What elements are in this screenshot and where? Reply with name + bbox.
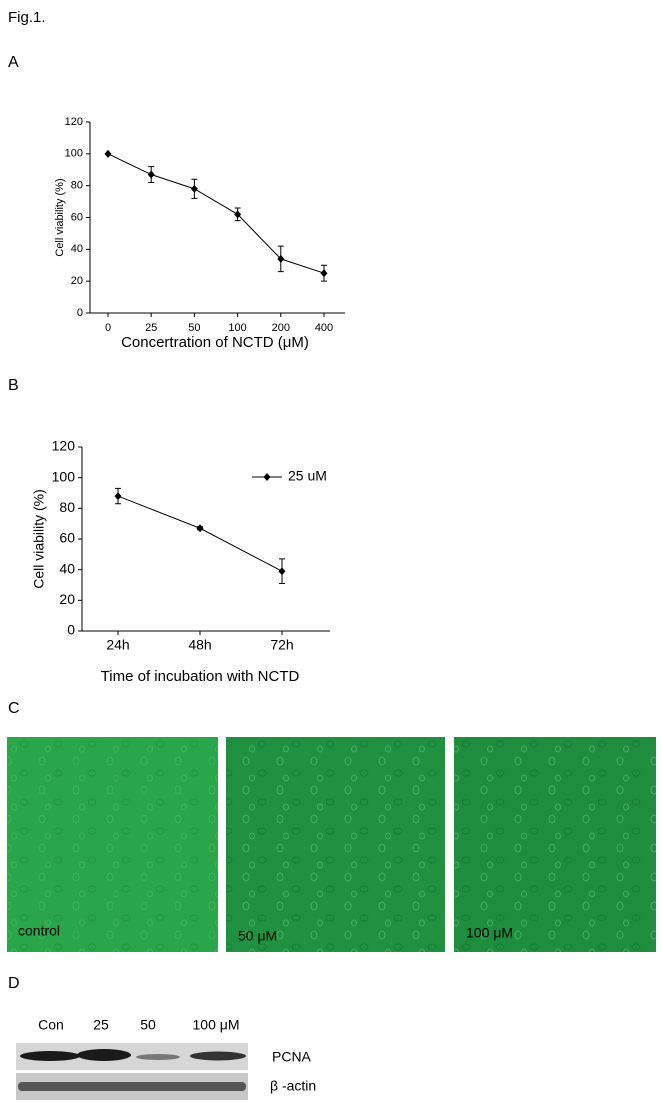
x-tick-label: 50: [188, 322, 200, 334]
micrograph-label: control: [18, 923, 60, 939]
blot-row-label: β -actin: [270, 1078, 316, 1094]
blot-row-label: PCNA: [272, 1049, 312, 1065]
figure-label: Fig.1.: [8, 9, 46, 26]
data-point: [277, 254, 285, 263]
data-point: [104, 149, 112, 158]
y-tick-label: 20: [59, 591, 75, 607]
y-tick-label: 120: [65, 116, 83, 128]
blot-strip: [16, 1043, 248, 1070]
lane-label: Con: [38, 1017, 64, 1033]
panel-label: B: [8, 377, 19, 394]
x-tick-label: 48h: [188, 637, 211, 653]
x-tick-label: 400: [315, 322, 333, 334]
data-point: [190, 184, 198, 193]
x-axis-label: Time of incubation with NCTD: [101, 668, 300, 685]
micrograph: 100 μM: [454, 737, 656, 952]
data-line: [117, 495, 283, 572]
y-tick-label: 40: [71, 243, 83, 255]
x-tick-label: 100: [228, 322, 246, 334]
data-point: [114, 492, 122, 501]
legend-label: 25 uM: [288, 468, 327, 484]
micrograph: control: [7, 737, 218, 952]
data-point: [320, 269, 328, 278]
lane-label: 100 μM: [193, 1017, 240, 1033]
data-line: [107, 153, 325, 274]
data-point: [234, 210, 242, 219]
y-tick-label: 20: [71, 275, 83, 287]
y-tick-label: 40: [59, 560, 75, 576]
y-tick-label: 60: [71, 211, 83, 223]
legend-marker: [263, 473, 271, 481]
y-axis-label: Cell viability (%): [31, 489, 47, 589]
data-point: [147, 170, 155, 179]
y-tick-label: 100: [52, 468, 76, 484]
blot-strip: [16, 1073, 248, 1100]
x-tick-label: 72h: [270, 637, 293, 653]
panel-label: D: [8, 975, 20, 992]
data-point: [278, 567, 286, 576]
panel-label: C: [8, 700, 20, 717]
y-axis-label: Cell viability (%): [54, 178, 66, 256]
lane-label: 25: [93, 1017, 109, 1033]
micrograph: 50 μM: [226, 737, 445, 952]
y-tick-label: 0: [77, 307, 83, 319]
x-axis-label: Concertration of NCTD (μM): [121, 334, 309, 351]
y-tick-label: 80: [59, 499, 75, 515]
y-tick-label: 100: [65, 148, 83, 160]
x-tick-label: 200: [272, 322, 290, 334]
y-tick-label: 0: [67, 622, 75, 638]
x-tick-label: 0: [105, 322, 111, 334]
micrograph-label: 50 μM: [238, 928, 277, 944]
lane-label: 50: [140, 1017, 156, 1033]
micrograph-label: 100 μM: [466, 925, 513, 941]
panel-label: A: [8, 54, 19, 71]
x-tick-label: 25: [145, 322, 157, 334]
y-tick-label: 80: [71, 180, 83, 192]
x-tick-label: 24h: [106, 637, 129, 653]
y-tick-label: 60: [59, 530, 75, 546]
y-tick-label: 120: [52, 438, 76, 454]
data-point: [196, 524, 204, 533]
